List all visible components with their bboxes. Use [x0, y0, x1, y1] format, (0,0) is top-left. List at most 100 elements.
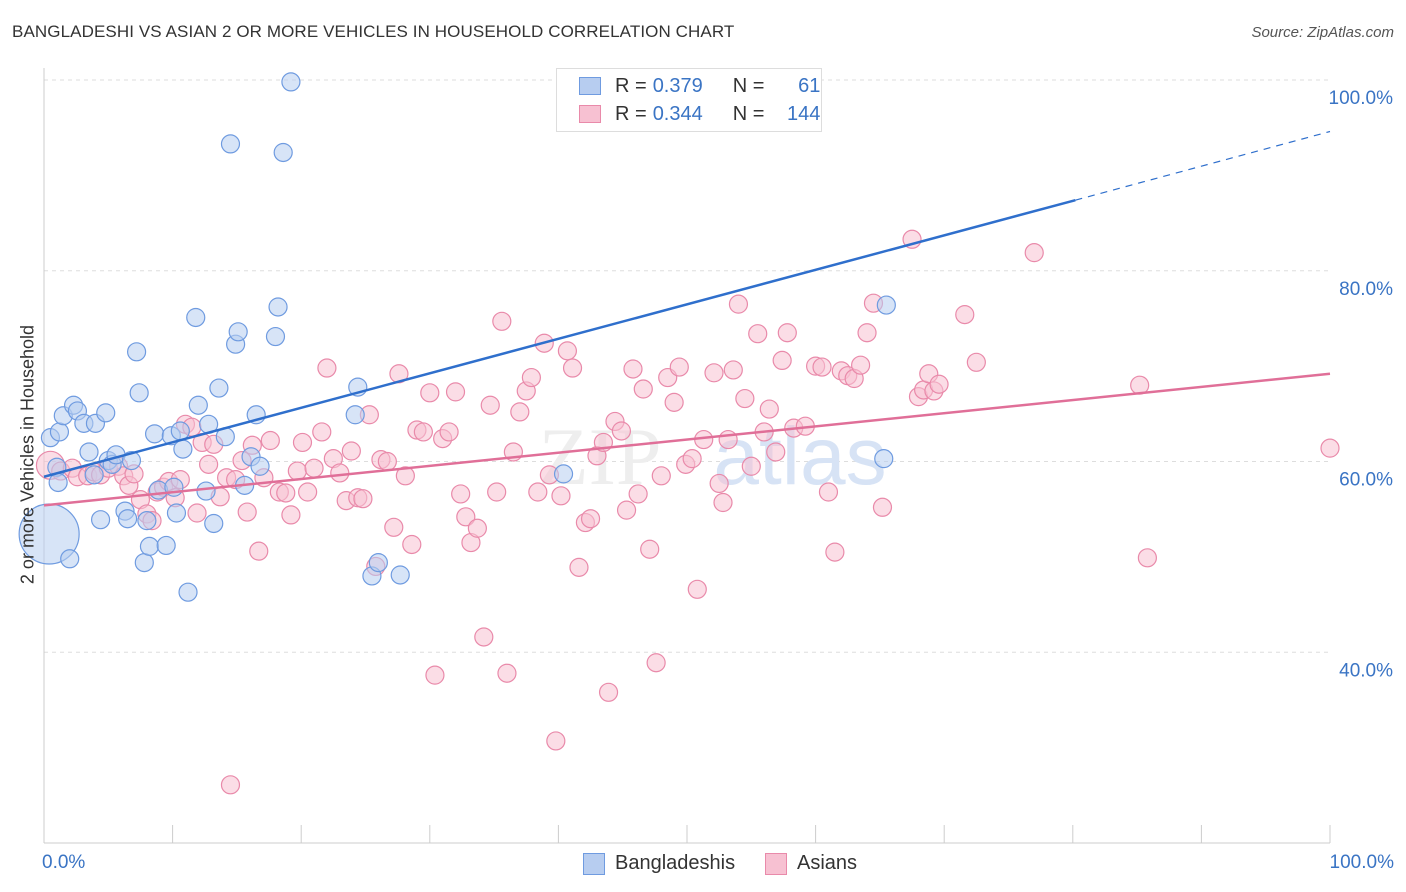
data-point [687, 579, 707, 599]
data-point [451, 484, 471, 504]
data-point [79, 442, 99, 462]
data-point [872, 497, 893, 517]
data-point [955, 305, 975, 325]
data-point [487, 482, 507, 502]
y-tick-labels: 40.0% 60.0% 80.0% 100.0% [1329, 88, 1394, 681]
y-tick-label: 40.0% [1339, 660, 1393, 681]
data-point [173, 439, 193, 459]
data-point [709, 473, 729, 494]
data-point [857, 323, 877, 343]
data-point [237, 502, 257, 522]
data-point [260, 430, 280, 451]
data-point [273, 142, 293, 163]
trend-line-bangladeshis [43, 198, 1076, 478]
data-point [818, 482, 839, 502]
data-point [467, 518, 487, 538]
data-point [209, 378, 229, 398]
data-point [598, 682, 619, 702]
data-point [728, 294, 749, 314]
legend-n-label: N = [732, 102, 765, 125]
legend-row-asians: R = 0.344 N = 144 [579, 101, 820, 127]
data-point [1320, 438, 1340, 458]
data-point [250, 456, 270, 476]
data-point [825, 542, 845, 562]
x-tick-label-max: 100.0% [1329, 852, 1394, 873]
data-point [312, 422, 332, 442]
data-point [186, 307, 206, 328]
data-point [137, 511, 157, 531]
data-point [748, 324, 768, 344]
data-point [298, 482, 318, 502]
data-point [204, 513, 224, 534]
data-point [60, 549, 80, 569]
legend-r-label: R = [615, 74, 647, 97]
data-point [772, 350, 792, 371]
data-point [178, 582, 198, 602]
data-point [628, 484, 648, 504]
data-point [129, 383, 149, 403]
data-point [723, 360, 743, 380]
y-tick-label: 80.0% [1339, 279, 1393, 300]
legend-r-label: R = [615, 102, 647, 125]
data-point [521, 367, 541, 388]
data-point [220, 134, 241, 154]
data-point [276, 483, 296, 503]
data-point [562, 358, 583, 378]
data-point [874, 449, 894, 469]
data-point [117, 509, 138, 529]
data-point [390, 565, 410, 585]
data-point [425, 665, 445, 685]
legend-swatch-pink [579, 105, 601, 123]
data-point [139, 536, 160, 556]
data-point [682, 449, 702, 469]
data-point [353, 489, 373, 509]
data-point [134, 552, 154, 573]
data-point [569, 557, 589, 577]
data-point [265, 326, 286, 347]
data-point [766, 442, 786, 462]
data-point [713, 492, 733, 513]
data-point [557, 341, 578, 361]
data-point [49, 422, 70, 442]
legend-label-asians: Asians [797, 852, 858, 874]
data-point [611, 421, 632, 441]
data-point [304, 458, 324, 478]
data-point [480, 395, 500, 415]
legend-r-value: 0.379 [652, 74, 703, 97]
data-point [718, 429, 738, 450]
data-point [48, 472, 68, 493]
data-point [623, 359, 643, 379]
data-point [187, 503, 207, 523]
data-point [651, 466, 671, 486]
data-point [497, 663, 517, 683]
source-credit: Source: ZipAtlas.com [1251, 24, 1394, 41]
data-point [377, 451, 397, 472]
x-tick-label-min: 0.0% [42, 852, 86, 873]
legend-item-bangladeshis[interactable]: Bangladeshis [583, 852, 735, 875]
data-point [741, 456, 761, 476]
data-point [402, 534, 422, 555]
legend-swatch-pink [765, 852, 787, 875]
data-point [492, 311, 512, 331]
legend-row-bangladeshis: R = 0.379 N = 61 [579, 73, 820, 99]
data-point [384, 517, 404, 537]
data-point [439, 422, 459, 442]
data-point [249, 541, 269, 561]
legend-item-asians[interactable]: Asians [765, 852, 857, 875]
data-point [551, 486, 571, 506]
legend-n-value: 144 [787, 102, 821, 125]
data-point [616, 500, 637, 520]
data-point [126, 342, 147, 362]
data-point [413, 422, 433, 442]
legend-swatch-blue [579, 77, 601, 95]
data-point [445, 382, 466, 402]
chart-title: BANGLADESHI VS ASIAN 2 OR MORE VEHICLES … [12, 22, 735, 41]
data-point [287, 461, 307, 481]
data-point [546, 731, 566, 751]
data-point [759, 399, 779, 419]
data-point [553, 464, 574, 484]
data-point [777, 323, 797, 343]
trend-line-bangladeshis-extension [1075, 130, 1331, 201]
data-point [664, 392, 684, 412]
